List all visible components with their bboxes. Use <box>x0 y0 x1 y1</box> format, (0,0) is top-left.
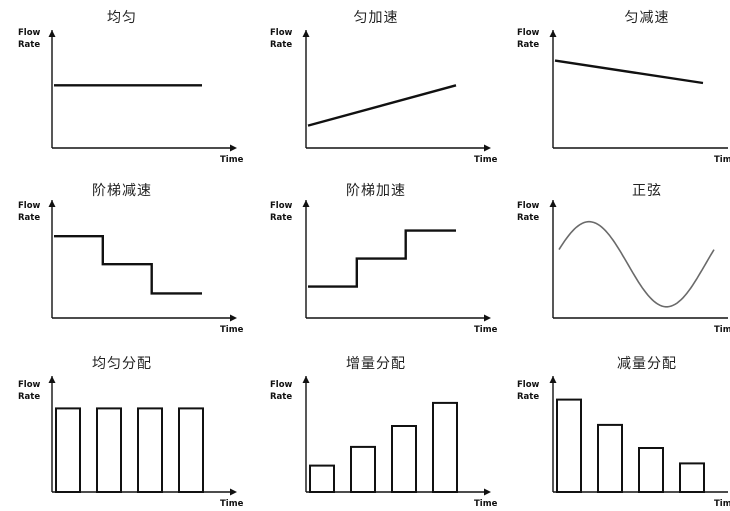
x-axis-arrow <box>230 488 237 496</box>
chart-title: 匀减速 <box>625 10 670 26</box>
chart-panel-7: 均匀分配 Flow Rate Time <box>18 356 244 509</box>
y-axis-label-flow: Flow <box>517 28 540 38</box>
bar <box>350 445 376 493</box>
y-axis-label-flow: Flow <box>270 201 293 211</box>
series-line <box>554 59 704 85</box>
chart-title: 阶梯加速 <box>346 183 406 199</box>
bar <box>638 447 664 493</box>
chart-title: 均匀 <box>107 10 137 26</box>
y-axis-arrow <box>302 376 310 383</box>
y-axis-label-rate: Rate <box>517 392 539 402</box>
y-axis-arrow <box>48 30 56 37</box>
y-axis-arrow <box>549 200 557 207</box>
series-line <box>54 235 202 295</box>
chart-panel-1: 均匀 Flow Rate Time <box>18 10 244 165</box>
chart-title: 均匀分配 <box>92 356 152 372</box>
bar <box>597 423 623 493</box>
y-axis-label-rate: Rate <box>18 213 40 223</box>
x-axis-label: Time <box>714 499 730 509</box>
x-axis-arrow <box>230 314 237 322</box>
chart-title: 阶梯减速 <box>92 183 152 199</box>
y-axis-arrow <box>302 30 310 37</box>
x-axis-arrow <box>230 144 237 152</box>
y-axis-label-flow: Flow <box>18 28 41 38</box>
y-axis-arrow <box>549 376 557 383</box>
x-axis-label: Time <box>474 325 498 335</box>
y-axis-arrow <box>48 200 56 207</box>
chart-panel-2: 匀加速 Flow Rate Time <box>270 10 498 165</box>
chart-panel-4: 阶梯减速 Flow Rate Time <box>18 183 244 335</box>
x-axis-label: Time <box>714 155 730 165</box>
bar <box>178 407 204 493</box>
x-axis-label: Time <box>474 155 498 165</box>
y-axis-label-flow: Flow <box>517 201 540 211</box>
bar <box>556 398 582 494</box>
x-axis-arrow <box>484 488 491 496</box>
series-line <box>307 84 457 127</box>
y-axis-arrow <box>48 376 56 383</box>
y-axis-label-flow: Flow <box>517 380 540 390</box>
y-axis-label-flow: Flow <box>18 201 41 211</box>
y-axis-arrow <box>549 30 557 37</box>
chart-title: 减量分配 <box>617 356 677 372</box>
series-line <box>308 229 456 288</box>
bar <box>432 401 458 493</box>
bar <box>55 407 81 493</box>
y-axis-label-rate: Rate <box>517 213 539 223</box>
chart-panel-8: 增量分配 Flow Rate Time <box>270 356 498 509</box>
y-axis-label-rate: Rate <box>517 40 539 50</box>
bar <box>137 407 163 493</box>
y-axis-label-flow: Flow <box>18 380 41 390</box>
y-axis-label-rate: Rate <box>18 40 40 50</box>
y-axis-label-rate: Rate <box>270 40 292 50</box>
chart-title: 匀加速 <box>354 10 399 26</box>
y-axis-label-rate: Rate <box>18 392 40 402</box>
bar <box>391 425 417 493</box>
y-axis-label-rate: Rate <box>270 213 292 223</box>
chart-panel-6: 正弦 Flow Rate Time <box>517 183 730 335</box>
chart-panel-9: 减量分配 Flow Rate Time <box>517 356 730 509</box>
chart-panel-3: 匀减速 Flow Rate Time <box>517 10 730 165</box>
series-line <box>558 220 715 308</box>
chart-panel-5: 阶梯加速 Flow Rate Time <box>270 183 498 335</box>
y-axis-label-flow: Flow <box>270 380 293 390</box>
x-axis-label: Time <box>474 499 498 509</box>
bar <box>679 462 705 493</box>
x-axis-label: Time <box>220 325 244 335</box>
y-axis-label-rate: Rate <box>270 392 292 402</box>
y-axis-label-flow: Flow <box>270 28 293 38</box>
bar <box>309 464 335 494</box>
x-axis-label: Time <box>220 155 244 165</box>
bar <box>96 407 122 493</box>
y-axis-arrow <box>302 200 310 207</box>
chart-title: 正弦 <box>632 183 662 199</box>
chart-title: 增量分配 <box>346 356 406 372</box>
x-axis-arrow <box>484 314 491 322</box>
x-axis-label: Time <box>220 499 244 509</box>
x-axis-arrow <box>484 144 491 152</box>
x-axis-label: Time <box>714 325 730 335</box>
